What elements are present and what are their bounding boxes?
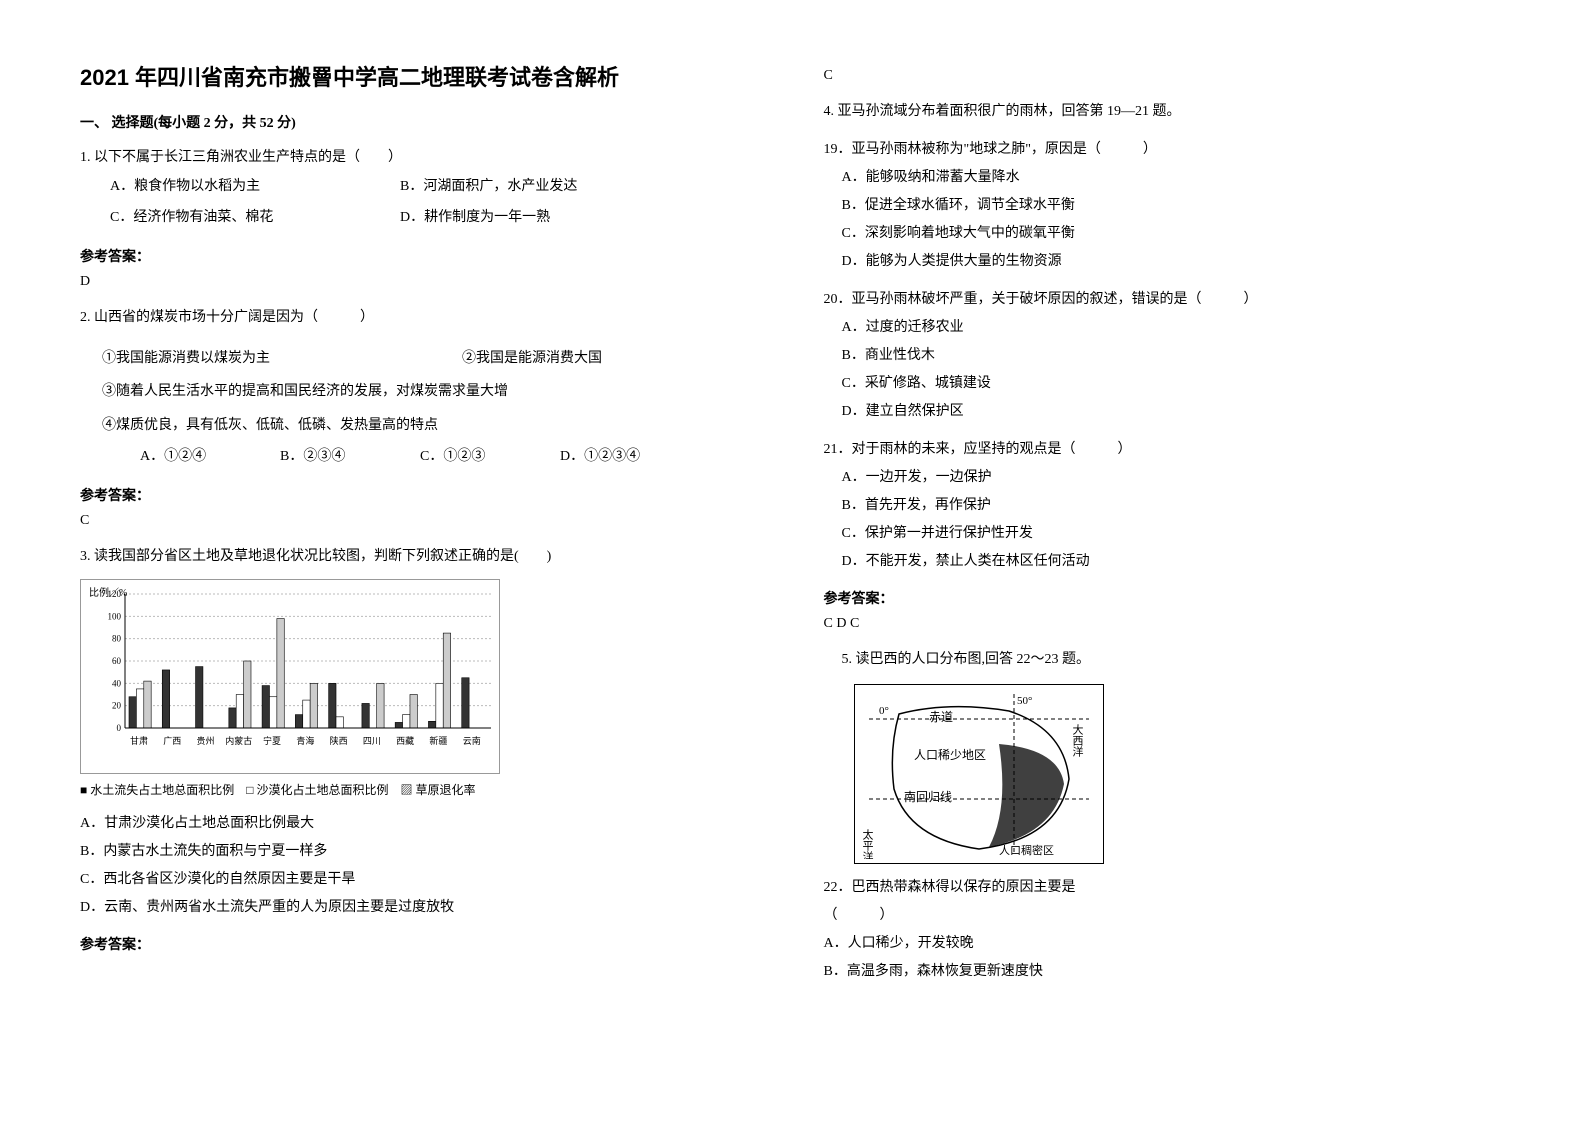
q21-stem: 21．对于雨林的未来，应坚持的观点是（ ） (824, 436, 1508, 464)
svg-text:40: 40 (112, 679, 122, 689)
section-header: 一、 选择题(每小题 2 分，共 52 分) (80, 112, 764, 132)
left-column: 2021 年四川省南充市搬罾中学高二地理联考试卷含解析 一、 选择题(每小题 2… (80, 60, 764, 996)
svg-text:云南: 云南 (463, 735, 481, 746)
svg-text:南回归线: 南回归线 (904, 789, 952, 804)
svg-text:60: 60 (112, 656, 122, 666)
svg-text:50°: 50° (1017, 695, 1032, 707)
svg-text:内蒙古: 内蒙古 (225, 735, 252, 746)
q3-chart: 020406080100120比例／%甘肃广西贵州内蒙古宁夏青海陕西四川西藏新疆… (80, 579, 500, 774)
svg-text:赤道: 赤道 (929, 710, 953, 724)
svg-text:青海: 青海 (296, 735, 314, 746)
svg-text:甘肃: 甘肃 (130, 735, 148, 746)
svg-text:宁夏: 宁夏 (263, 735, 281, 746)
q2-answer: C (80, 513, 764, 529)
q3-legend: ■ 水土流失占土地总面积比例 □ 沙漠化占土地总面积比例 ▨ 草原退化率 (80, 778, 764, 802)
q1-opt-a: A．粮食作物以水稻为主 (110, 172, 360, 203)
q2-stem: 2. 山西省的煤炭市场十分广阔是因为（ ） (80, 304, 764, 332)
q3-answer-label: 参考答案： (80, 934, 764, 954)
q21-opt-d: D．不能开发，禁止人类在林区任何活动 (824, 548, 1508, 576)
question-2: 2. 山西省的煤炭市场十分广阔是因为（ ） (80, 304, 764, 332)
q1-opt-b: B．河湖面积广，水产业发达 (400, 172, 650, 203)
q2-opt-b: B．②③④ (280, 442, 380, 473)
svg-text:贵州: 贵州 (197, 735, 215, 746)
q20-opt-b: B．商业性伐木 (824, 342, 1508, 370)
question-19: 19．亚马孙雨林被称为"地球之肺"，原因是（ ） A．能够吸纳和滞蓄大量降水 B… (824, 136, 1508, 276)
q3-opt-b: B．内蒙古水土流失的面积与宁夏一样多 (80, 838, 764, 866)
q1-opt-d: D．耕作制度为一年一熟 (400, 203, 650, 234)
question-20: 20．亚马孙雨林破坏严重，关于破坏原因的叙述，错误的是（ ） A．过度的迁移农业… (824, 286, 1508, 426)
svg-text:0: 0 (117, 723, 122, 733)
q3-opt-d: D．云南、贵州两省水土流失严重的人为原因主要是过度放牧 (80, 894, 764, 922)
q3-stem: 3. 读我国部分省区土地及草地退化状况比较图，判断下列叙述正确的是( ) (80, 543, 764, 571)
q2-item-4: ④煤质优良，具有低灰、低硫、低磷、发热量高的特点 (102, 409, 764, 443)
q4-answer: C D C (824, 616, 1508, 632)
q2-opt-c: C．①②③ (420, 442, 520, 473)
q1-answer-label: 参考答案： (80, 246, 764, 266)
q1-opt-c: C．经济作物有油菜、棉花 (110, 203, 360, 234)
question-21: 21．对于雨林的未来，应坚持的观点是（ ） A．一边开发，一边保护 B．首先开发… (824, 436, 1508, 576)
svg-text:0°: 0° (879, 705, 889, 717)
question-3: 3. 读我国部分省区土地及草地退化状况比较图，判断下列叙述正确的是( ) 0 20… (80, 543, 764, 922)
q2-opt-d: D．①②③④ (560, 442, 660, 473)
svg-text:大西洋: 大西洋 (1071, 723, 1084, 757)
svg-text:陕西: 陕西 (330, 735, 348, 746)
svg-text:100: 100 (108, 612, 122, 622)
question-5-intro: 5. 读巴西的人口分布图,回答 22～23 题。 (824, 646, 1508, 674)
svg-text:人口稠密区: 人口稠密区 (999, 843, 1054, 857)
q19-opt-d: D．能够为人类提供大量的生物资源 (824, 248, 1508, 276)
q1-options: A．粮食作物以水稻为主 B．河湖面积广，水产业发达 C．经济作物有油菜、棉花 D… (80, 172, 764, 234)
svg-text:比例／%: 比例／% (89, 586, 127, 599)
q19-opt-c: C．深刻影响着地球大气中的碳氧平衡 (824, 220, 1508, 248)
bar-chart-svg: 020406080100120比例／%甘肃广西贵州内蒙古宁夏青海陕西四川西藏新疆… (87, 586, 497, 756)
question-4-intro: 4. 亚马孙流域分布着面积很广的雨林，回答第 19—21 题。 (824, 98, 1508, 126)
q19-stem: 19．亚马孙雨林被称为"地球之肺"，原因是（ ） (824, 136, 1508, 164)
q20-stem: 20．亚马孙雨林破坏严重，关于破坏原因的叙述，错误的是（ ） (824, 286, 1508, 314)
q22-opt-a: A．人口稀少，开发较晚 (824, 930, 1508, 958)
q1-stem: 1. 以下不属于长江三角洲农业生产特点的是（ ） (80, 144, 764, 172)
q21-opt-b: B．首先开发，再作保护 (824, 492, 1508, 520)
q2-item-3: ③随着人民生活水平的提高和国民经济的发展，对煤炭需求量大增 (102, 375, 764, 409)
q1-answer: D (80, 274, 764, 290)
question-22: 22．巴西热带森林得以保存的原因主要是 （ ） A．人口稀少，开发较晚 B．高温… (824, 874, 1508, 986)
q21-opt-a: A．一边开发，一边保护 (824, 464, 1508, 492)
svg-text:新疆: 新疆 (429, 735, 447, 746)
svg-text:四川: 四川 (363, 736, 381, 746)
q22-stem: 22．巴西热带森林得以保存的原因主要是 (824, 874, 1508, 902)
svg-text:20: 20 (112, 701, 122, 711)
svg-text:人口稀少地区: 人口稀少地区 (914, 748, 986, 762)
q3-opt-c: C．西北各省区沙漠化的自然原因主要是干旱 (80, 866, 764, 894)
svg-text:西藏: 西藏 (396, 735, 414, 746)
q19-opt-b: B．促进全球水循环，调节全球水平衡 (824, 192, 1508, 220)
svg-text:太平洋: 太平洋 (861, 829, 874, 859)
question-1: 1. 以下不属于长江三角洲农业生产特点的是（ ） A．粮食作物以水稻为主 B．河… (80, 144, 764, 234)
q21-opt-c: C．保护第一并进行保护性开发 (824, 520, 1508, 548)
brazil-map: 0° 50° 赤道 人口稀少地区 南回归线 人口稠密区 太平洋 大西洋 (854, 684, 1104, 864)
q19-opt-a: A．能够吸纳和滞蓄大量降水 (824, 164, 1508, 192)
q3-answer: C (824, 68, 1508, 84)
map-svg: 0° 50° 赤道 人口稀少地区 南回归线 人口稠密区 太平洋 大西洋 (859, 689, 1099, 859)
svg-text:80: 80 (112, 634, 122, 644)
q2-item-1: ①我国能源消费以煤炭为主 (102, 342, 422, 376)
q20-opt-a: A．过度的迁移农业 (824, 314, 1508, 342)
q2-answer-label: 参考答案： (80, 485, 764, 505)
q2-opt-a: A．①②④ (140, 442, 240, 473)
q22-opt-b: B．高温多雨，森林恢复更新速度快 (824, 958, 1508, 986)
q20-opt-d: D．建立自然保护区 (824, 398, 1508, 426)
right-column: C 4. 亚马孙流域分布着面积很广的雨林，回答第 19—21 题。 19．亚马孙… (824, 60, 1508, 996)
q20-opt-c: C．采矿修路、城镇建设 (824, 370, 1508, 398)
q4-answer-label: 参考答案： (824, 588, 1508, 608)
q2-item-2: ②我国是能源消费大国 (462, 342, 602, 376)
q22-paren: （ ） (824, 902, 1508, 930)
q3-opt-a: A．甘肃沙漠化占土地总面积比例最大 (80, 810, 764, 838)
svg-text:广西: 广西 (163, 735, 181, 746)
exam-title: 2021 年四川省南充市搬罾中学高二地理联考试卷含解析 (80, 60, 764, 92)
